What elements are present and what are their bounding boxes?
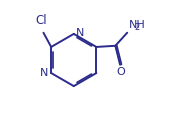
Text: 2: 2 bbox=[135, 23, 140, 32]
Text: Cl: Cl bbox=[35, 14, 47, 27]
Text: NH: NH bbox=[128, 20, 145, 30]
Text: N: N bbox=[76, 28, 84, 38]
Text: O: O bbox=[116, 66, 125, 77]
Text: N: N bbox=[40, 68, 49, 78]
